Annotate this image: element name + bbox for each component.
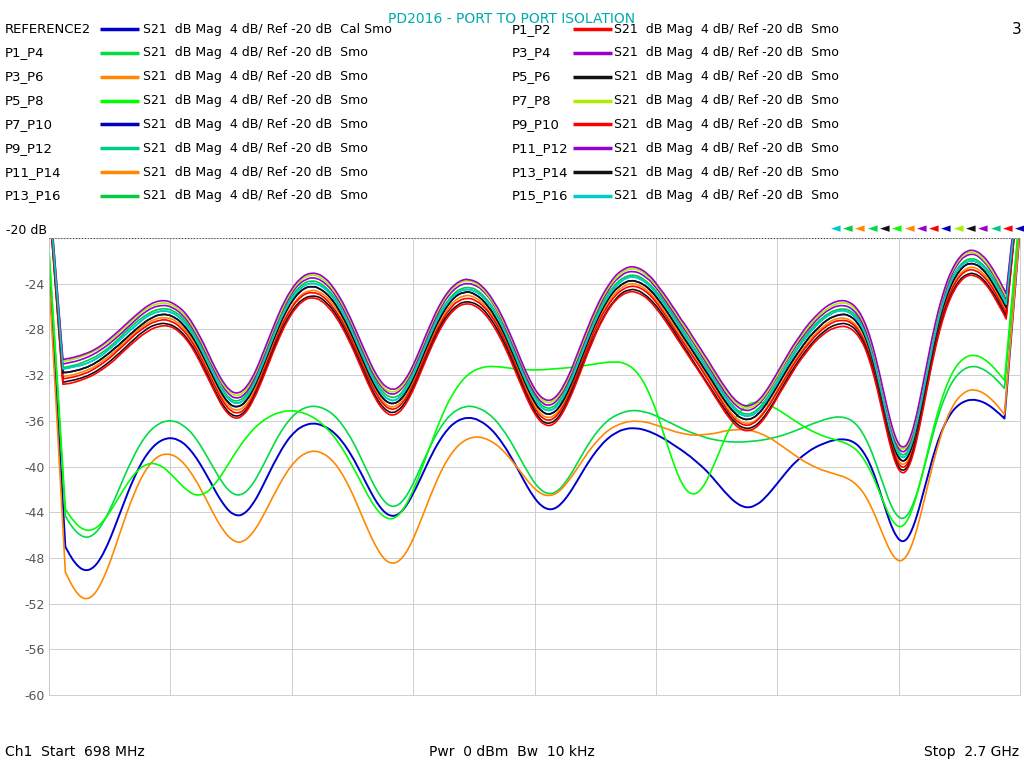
Text: S21  dB Mag  4 dB/ Ref -20 dB  Smo: S21 dB Mag 4 dB/ Ref -20 dB Smo: [143, 94, 369, 107]
Text: P11_P14: P11_P14: [5, 166, 61, 178]
Text: P5_P8: P5_P8: [5, 94, 45, 107]
Text: P3_P4: P3_P4: [512, 47, 552, 59]
Text: ◄: ◄: [880, 222, 890, 235]
Text: S21  dB Mag  4 dB/ Ref -20 dB  Smo: S21 dB Mag 4 dB/ Ref -20 dB Smo: [614, 47, 840, 59]
Text: P1_P2: P1_P2: [512, 23, 552, 35]
Text: P9_P10: P9_P10: [512, 118, 560, 131]
Text: P7_P10: P7_P10: [5, 118, 53, 131]
Text: ◄: ◄: [855, 222, 865, 235]
Text: ◄: ◄: [941, 222, 951, 235]
Text: S21  dB Mag  4 dB/ Ref -20 dB  Smo: S21 dB Mag 4 dB/ Ref -20 dB Smo: [614, 166, 840, 178]
Text: S21  dB Mag  4 dB/ Ref -20 dB  Smo: S21 dB Mag 4 dB/ Ref -20 dB Smo: [143, 190, 369, 202]
Text: P13_P16: P13_P16: [5, 190, 61, 202]
Text: S21  dB Mag  4 dB/ Ref -20 dB  Smo: S21 dB Mag 4 dB/ Ref -20 dB Smo: [143, 118, 369, 131]
Text: Stop  2.7 GHz: Stop 2.7 GHz: [924, 745, 1019, 759]
Text: 3: 3: [1012, 22, 1022, 37]
Text: P13_P14: P13_P14: [512, 166, 568, 178]
Text: ◄: ◄: [1002, 222, 1013, 235]
Text: Ch1  Start  698 MHz: Ch1 Start 698 MHz: [5, 745, 144, 759]
Text: S21  dB Mag  4 dB/ Ref -20 dB  Smo: S21 dB Mag 4 dB/ Ref -20 dB Smo: [614, 23, 840, 35]
Text: ◄: ◄: [929, 222, 939, 235]
Text: P5_P6: P5_P6: [512, 71, 552, 83]
Text: PD2016 - PORT TO PORT ISOLATION: PD2016 - PORT TO PORT ISOLATION: [388, 12, 636, 25]
Text: ◄: ◄: [843, 222, 853, 235]
Text: ◄: ◄: [830, 222, 841, 235]
Text: ◄: ◄: [966, 222, 976, 235]
Text: ◄: ◄: [1015, 222, 1024, 235]
Text: S21  dB Mag  4 dB/ Ref -20 dB  Smo: S21 dB Mag 4 dB/ Ref -20 dB Smo: [143, 142, 369, 154]
Text: ◄: ◄: [953, 222, 964, 235]
Text: S21  dB Mag  4 dB/ Ref -20 dB  Smo: S21 dB Mag 4 dB/ Ref -20 dB Smo: [143, 71, 369, 83]
Text: S21  dB Mag  4 dB/ Ref -20 dB  Smo: S21 dB Mag 4 dB/ Ref -20 dB Smo: [614, 142, 840, 154]
Text: Pwr  0 dBm  Bw  10 kHz: Pwr 0 dBm Bw 10 kHz: [429, 745, 595, 759]
Text: ◄: ◄: [978, 222, 988, 235]
Text: ◄: ◄: [867, 222, 878, 235]
Text: P3_P6: P3_P6: [5, 71, 45, 83]
Text: REFERENCE2: REFERENCE2: [5, 23, 91, 35]
Text: S21  dB Mag  4 dB/ Ref -20 dB  Smo: S21 dB Mag 4 dB/ Ref -20 dB Smo: [614, 94, 840, 107]
Text: -20 dB: -20 dB: [6, 223, 47, 237]
Text: ◄: ◄: [904, 222, 914, 235]
Text: S21  dB Mag  4 dB/ Ref -20 dB  Smo: S21 dB Mag 4 dB/ Ref -20 dB Smo: [143, 47, 369, 59]
Text: ◄: ◄: [916, 222, 927, 235]
Text: P9_P12: P9_P12: [5, 142, 53, 154]
Text: S21  dB Mag  4 dB/ Ref -20 dB  Smo: S21 dB Mag 4 dB/ Ref -20 dB Smo: [614, 118, 840, 131]
Text: P11_P12: P11_P12: [512, 142, 568, 154]
Text: ◄: ◄: [990, 222, 1000, 235]
Text: S21  dB Mag  4 dB/ Ref -20 dB  Smo: S21 dB Mag 4 dB/ Ref -20 dB Smo: [614, 71, 840, 83]
Text: S21  dB Mag  4 dB/ Ref -20 dB  Smo: S21 dB Mag 4 dB/ Ref -20 dB Smo: [143, 166, 369, 178]
Text: S21  dB Mag  4 dB/ Ref -20 dB  Cal Smo: S21 dB Mag 4 dB/ Ref -20 dB Cal Smo: [143, 23, 392, 35]
Text: P1_P4: P1_P4: [5, 47, 45, 59]
Text: P15_P16: P15_P16: [512, 190, 568, 202]
Text: P7_P8: P7_P8: [512, 94, 552, 107]
Text: S21  dB Mag  4 dB/ Ref -20 dB  Smo: S21 dB Mag 4 dB/ Ref -20 dB Smo: [614, 190, 840, 202]
Text: ◄: ◄: [892, 222, 902, 235]
